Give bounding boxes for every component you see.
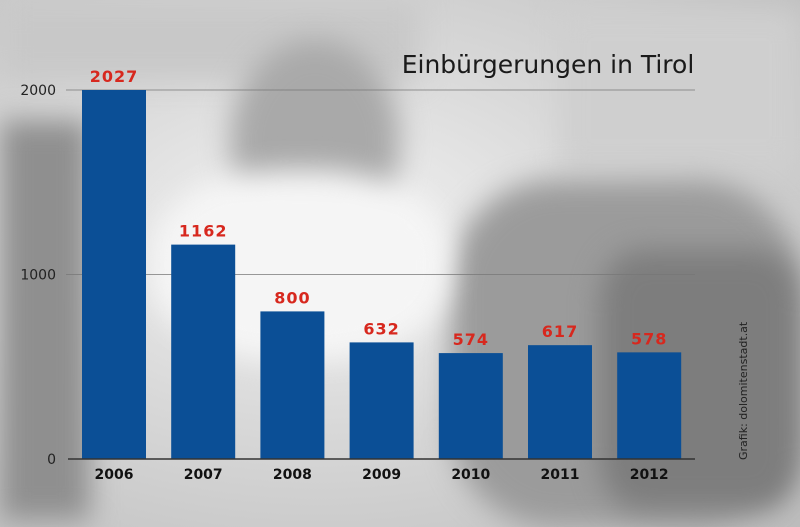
- source-credit: Grafik: dolomitenstadt.at: [737, 321, 750, 460]
- y-tick-label: 2000: [20, 83, 56, 99]
- data-label-2010: 574: [453, 330, 489, 349]
- data-label-2012: 578: [631, 329, 667, 348]
- x-tick-label-2006: 2006: [95, 467, 134, 483]
- x-tick-label-2008: 2008: [273, 467, 312, 483]
- y-tick-label: 0: [47, 452, 56, 468]
- data-label-2006: 2027: [90, 67, 139, 86]
- x-tick-label-2010: 2010: [451, 467, 490, 483]
- data-label-2011: 617: [542, 322, 578, 341]
- y-tick-label: 1000: [20, 268, 56, 284]
- bar-2011: [528, 345, 592, 459]
- x-tick-label-2007: 2007: [184, 467, 223, 483]
- bar-2008: [260, 311, 325, 459]
- data-label-2008: 800: [274, 288, 310, 307]
- bar-2007: [171, 244, 236, 459]
- data-label-2009: 632: [363, 319, 399, 338]
- bar-2010: [438, 353, 503, 459]
- bar-2006: [82, 90, 146, 459]
- x-tick-label-2011: 2011: [541, 467, 580, 483]
- data-label-2007: 1162: [179, 222, 228, 241]
- x-tick-label-2012: 2012: [630, 467, 669, 483]
- bar-2009: [349, 342, 414, 459]
- x-tick-label-2009: 2009: [362, 467, 401, 483]
- bar-2012: [617, 352, 682, 459]
- chart-title: Einbürgerungen in Tirol: [402, 50, 695, 79]
